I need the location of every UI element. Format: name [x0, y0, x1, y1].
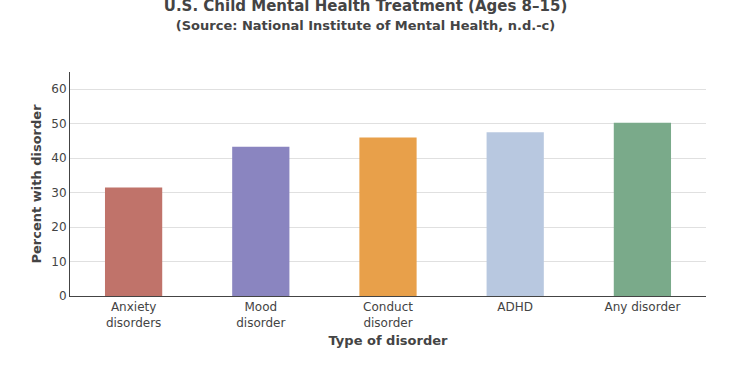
svg-text:10: 10	[51, 255, 66, 269]
svg-text:30: 30	[51, 186, 66, 200]
svg-text:Conductdisorder: Conductdisorder	[363, 300, 413, 330]
svg-text:ADHD: ADHD	[497, 300, 533, 314]
svg-text:Mooddisorder: Mooddisorder	[236, 300, 285, 330]
svg-text:Anxietydisorders: Anxietydisorders	[106, 300, 161, 330]
svg-text:Percent with disorder: Percent with disorder	[29, 104, 44, 264]
svg-text:0: 0	[59, 289, 67, 303]
svg-text:20: 20	[51, 220, 66, 234]
svg-text:40: 40	[51, 151, 66, 165]
svg-text:50: 50	[51, 117, 66, 131]
svg-text:Type of disorder: Type of disorder	[329, 333, 449, 348]
svg-text:U.S. Child Mental Health Treat: U.S. Child Mental Health Treatment (Ages…	[164, 0, 568, 33]
svg-text:Any disorder: Any disorder	[604, 300, 680, 314]
svg-text:60: 60	[51, 82, 66, 96]
